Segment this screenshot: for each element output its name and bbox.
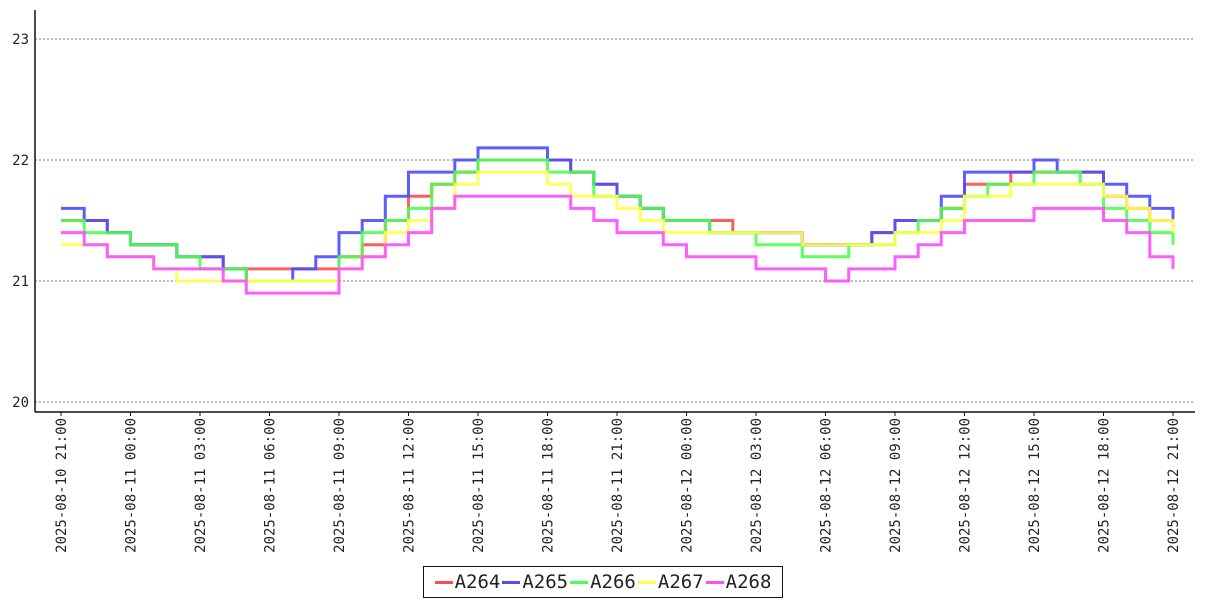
legend-label: A266: [590, 571, 636, 593]
x-tick-label: 2025-08-11 09:00: [332, 418, 348, 553]
series-lines: [61, 146, 1175, 295]
legend-label: A264: [454, 571, 501, 593]
x-tick-label: 2025-08-11 12:00: [402, 418, 418, 553]
series-line-a265: [61, 146, 1175, 283]
axes: [34, 10, 1195, 413]
legend-swatch: [705, 580, 724, 584]
y-tick-label: 21: [12, 274, 29, 290]
legend: A264 A265 A266 A267 A268: [423, 566, 783, 598]
legend-item-a264: A264: [434, 571, 501, 593]
series-line-a268: [61, 194, 1175, 295]
legend-label: A265: [522, 571, 569, 593]
legend-item-a266: A266: [570, 571, 636, 593]
x-tick-label: 2025-08-12 06:00: [819, 418, 835, 553]
x-tick-labels: 2025-08-10 21:00 2025-08-11 00:00 2025-08-…: [54, 412, 1182, 553]
x-tick-label: 2025-08-12 09:00: [888, 418, 904, 553]
y-tick-labels: 20 21 22 23: [12, 32, 29, 411]
y-tick-label: 20: [12, 395, 29, 411]
x-tick-label: 2025-08-12 00:00: [680, 418, 696, 553]
x-tick-label: 2025-08-12 03:00: [749, 418, 765, 553]
legend-swatch: [502, 580, 521, 584]
x-tick-label: 2025-08-11 15:00: [471, 418, 487, 553]
series-line-a264: [61, 158, 1173, 271]
x-tick-label: 2025-08-11 00:00: [124, 418, 140, 553]
x-tick-label: 2025-08-11 21:00: [610, 418, 626, 553]
legend-swatch: [637, 580, 656, 584]
x-tick-label: 2025-08-12 12:00: [958, 418, 974, 553]
x-tick-label: 2025-08-12 15:00: [1027, 418, 1043, 553]
x-tick-label: 2025-08-12 21:00: [1166, 418, 1182, 553]
legend-item-a268: A268: [705, 571, 772, 593]
legend-swatch: [570, 580, 589, 584]
legend-label: A268: [725, 571, 772, 593]
legend-label: A267: [657, 571, 704, 593]
x-tick-label: 2025-08-11 18:00: [541, 418, 557, 553]
series-line-a267: [61, 170, 1175, 283]
y-tick-label: 23: [12, 32, 29, 48]
legend-swatch: [434, 580, 453, 584]
legend-item-a267: A267: [637, 571, 704, 593]
legend-item-a265: A265: [502, 571, 568, 593]
x-tick-label: 2025-08-10 21:00: [54, 418, 70, 553]
y-tick-label: 22: [12, 153, 29, 169]
x-tick-label: 2025-08-11 03:00: [193, 418, 209, 553]
x-tick-label: 2025-08-12 18:00: [1097, 418, 1113, 553]
x-tick-label: 2025-08-11 06:00: [263, 418, 279, 553]
